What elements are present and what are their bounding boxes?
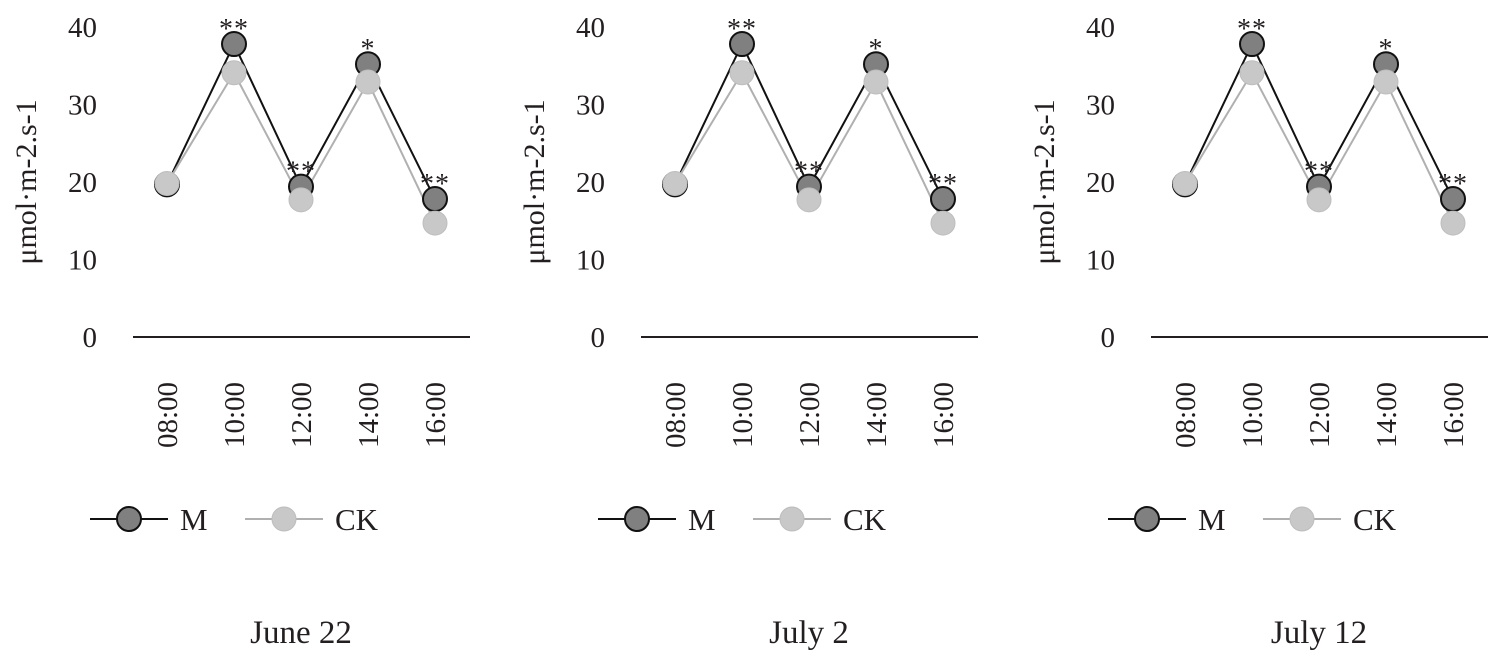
x-tick-label: 08:00 [1170, 382, 1202, 448]
y-tick-label: 30 [1086, 90, 1115, 122]
legend-marker-ck [1289, 506, 1315, 532]
y-tick-label: 20 [1086, 167, 1115, 199]
legend-label: M [1198, 502, 1226, 537]
data-point-ck [662, 171, 688, 197]
y-axis-label: μmol·m-2.s-1 [10, 99, 43, 264]
y-tick-label: 30 [68, 90, 97, 122]
legend-marker-m [116, 506, 142, 532]
significance-marker: ** [727, 14, 757, 45]
x-tick-label: 16:00 [420, 382, 452, 448]
x-tick-label: 16:00 [1438, 382, 1470, 448]
y-axis-label: μmol·m-2.s-1 [518, 99, 551, 264]
significance-marker: ** [1237, 14, 1267, 45]
data-point-ck [1172, 171, 1198, 197]
data-point-ck [355, 69, 381, 95]
significance-marker: ** [286, 157, 316, 188]
data-point-ck [1373, 69, 1399, 95]
significance-marker: ** [928, 169, 958, 200]
legend-marker-m [624, 506, 650, 532]
significance-marker: ** [794, 157, 824, 188]
significance-marker: ** [1438, 169, 1468, 200]
data-point-ck [796, 187, 822, 213]
legend-label: M [688, 502, 716, 537]
legend-label: CK [1353, 502, 1397, 537]
legend-label: CK [335, 502, 379, 537]
x-tick-label: 10:00 [219, 382, 251, 448]
x-tick-label: 14:00 [1371, 382, 1403, 448]
chart-title: July 2 [769, 615, 849, 651]
data-point-ck [863, 69, 889, 95]
data-point-m [729, 31, 755, 58]
data-point-ck [729, 60, 755, 86]
significance-marker: ** [219, 14, 249, 45]
y-tick-label: 40 [1086, 12, 1115, 44]
x-tick-label: 14:00 [353, 382, 385, 448]
legend-marker-ck [779, 506, 805, 532]
chart-title: July 12 [1271, 615, 1367, 651]
data-point-ck [154, 171, 180, 197]
significance-marker: * [1379, 34, 1394, 65]
data-point-m [1239, 31, 1265, 58]
y-axis-label: μmol·m-2.s-1 [1028, 99, 1061, 264]
x-tick-label: 16:00 [928, 382, 960, 448]
data-point-ck [1306, 187, 1332, 213]
significance-marker: * [869, 34, 884, 65]
y-tick-label: 0 [83, 322, 98, 354]
data-point-ck [221, 60, 247, 86]
data-point-m [221, 31, 247, 58]
chart-panel: μmol·m-2.s-1 0 10 20 30 40 08:00 10:00 12:00 14:0… [518, 12, 978, 651]
x-tick-label: 08:00 [152, 382, 184, 448]
significance-marker: ** [420, 169, 450, 200]
chart-title: June 22 [250, 615, 352, 651]
y-tick-label: 0 [1101, 322, 1116, 354]
x-tick-label: 12:00 [1304, 382, 1336, 448]
y-tick-label: 10 [1086, 245, 1115, 277]
legend-label: M [180, 502, 208, 537]
data-point-ck [930, 210, 956, 236]
x-tick-label: 12:00 [286, 382, 318, 448]
data-point-ck [422, 210, 448, 236]
y-tick-label: 10 [68, 245, 97, 277]
y-tick-label: 40 [576, 12, 605, 44]
x-tick-label: 12:00 [794, 382, 826, 448]
data-point-ck [1440, 210, 1466, 236]
chart-panel: μmol·m-2.s-1 0 10 20 30 40 08:00 10:00 12:00 14:0… [10, 12, 470, 651]
legend-marker-ck [271, 506, 297, 532]
legend-label: CK [843, 502, 887, 537]
x-tick-label: 08:00 [660, 382, 692, 448]
significance-marker: * [361, 34, 376, 65]
x-tick-label: 10:00 [1237, 382, 1269, 448]
y-tick-label: 30 [576, 90, 605, 122]
significance-marker: ** [1304, 157, 1334, 188]
data-point-ck [288, 187, 314, 213]
y-tick-label: 20 [576, 167, 605, 199]
y-tick-label: 0 [591, 322, 606, 354]
y-tick-label: 20 [68, 167, 97, 199]
y-tick-label: 40 [68, 12, 97, 44]
data-point-ck [1239, 60, 1265, 86]
chart-panel: μmol·m-2.s-1 0 10 20 30 40 08:00 10:00 12:00 14:0… [1028, 12, 1488, 651]
legend-marker-m [1134, 506, 1160, 532]
x-tick-label: 10:00 [727, 382, 759, 448]
y-tick-label: 10 [576, 245, 605, 277]
x-tick-label: 14:00 [861, 382, 893, 448]
